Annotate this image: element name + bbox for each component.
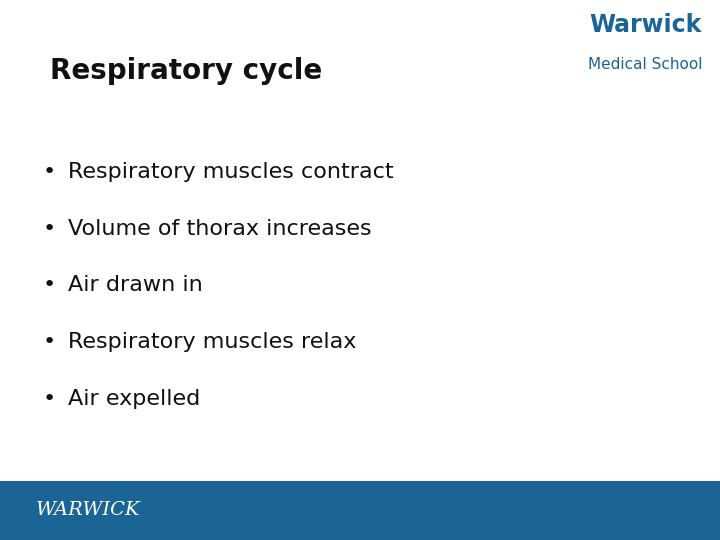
Text: Warwick: Warwick bbox=[590, 14, 702, 37]
Text: Volume of thorax increases: Volume of thorax increases bbox=[68, 219, 372, 239]
Text: Air drawn in: Air drawn in bbox=[68, 275, 203, 295]
Text: Respiratory muscles relax: Respiratory muscles relax bbox=[68, 332, 357, 352]
Text: •: • bbox=[42, 389, 55, 409]
Bar bbox=[0, 481, 720, 540]
Text: Air expelled: Air expelled bbox=[68, 389, 201, 409]
Text: •: • bbox=[42, 332, 55, 352]
Text: Respiratory cycle: Respiratory cycle bbox=[50, 57, 323, 85]
Text: •: • bbox=[42, 219, 55, 239]
Text: Respiratory muscles contract: Respiratory muscles contract bbox=[68, 162, 394, 182]
Text: WARWICK: WARWICK bbox=[36, 501, 140, 519]
Text: •: • bbox=[42, 162, 55, 182]
Text: •: • bbox=[42, 275, 55, 295]
Text: Medical School: Medical School bbox=[588, 57, 702, 72]
